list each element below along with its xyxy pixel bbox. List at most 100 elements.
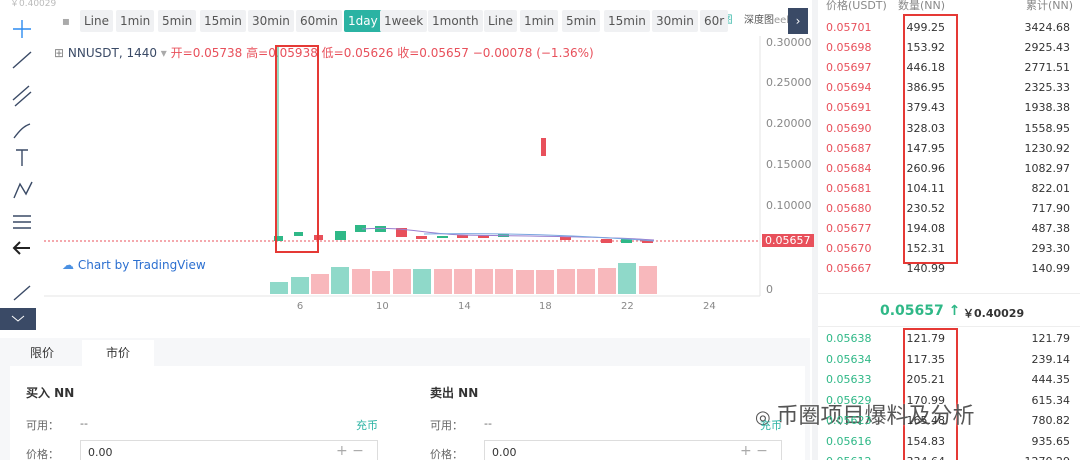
price-tick-label: 0.05657 <box>762 234 814 247</box>
credit-text[interactable]: Chart by TradingView <box>77 258 206 272</box>
stepper[interactable]: + − <box>336 443 364 459</box>
interval-button[interactable]: 30min <box>652 10 698 32</box>
ask-amount: 260.96 <box>906 161 946 175</box>
ask-total: 1558.95 <box>1024 121 1071 135</box>
ask-total: 487.38 <box>1031 222 1071 235</box>
interval-button[interactable]: 1day <box>344 10 382 32</box>
ask-price: 0.05691 <box>826 101 872 115</box>
ask-amount: 446.18 <box>906 61 946 75</box>
ask-price: 0.05680 <box>826 201 872 215</box>
ask-price: 0.05690 <box>826 121 872 135</box>
open: 开=0.05738 <box>170 46 243 60</box>
ask-total: 822.01 <box>1031 181 1071 195</box>
divider <box>812 0 818 460</box>
interval-button[interactable]: 15min <box>604 10 650 32</box>
last-price-bar: 0.05657 ↑ ￥0.40029 <box>818 293 1080 327</box>
price-label: 价格： <box>26 448 59 460</box>
price-value[interactable]: 0.00 <box>492 446 517 459</box>
interval-button[interactable]: 30min <box>248 10 294 32</box>
ask-amount: 104.11 <box>906 181 946 195</box>
time-tick-label: 6 <box>296 301 304 312</box>
interval-button[interactable]: 1min <box>116 10 155 32</box>
bid-total: 239.14 <box>1031 352 1071 366</box>
interval-button[interactable]: Line <box>484 10 518 32</box>
high: 高=0.05938 <box>246 46 318 60</box>
ask-total: 1082.97 <box>1024 161 1071 175</box>
watermark: ◎ 币圈项目爆料及分析 <box>755 404 975 429</box>
interval-button[interactable]: 60r <box>700 10 729 32</box>
interval-button[interactable]: 1min <box>520 10 559 32</box>
tradingview-credit[interactable]: ☁ Chart by TradingView <box>62 258 206 272</box>
deposit-link[interactable]: 充币 <box>760 419 782 432</box>
bid-total: 780.82 <box>1031 414 1071 427</box>
ask-amount: 328.03 <box>906 121 946 135</box>
ask-total: 293.30 <box>1031 242 1071 256</box>
bid-total: 1270.29 <box>985 455 1071 460</box>
watermark-text: 币圈项目爆料及分析 <box>776 404 975 429</box>
interval-button[interactable]: 1month <box>428 10 483 32</box>
symbol[interactable]: NNUSDT, 1440 <box>67 46 157 60</box>
faint-price: ￥0.40029 <box>10 0 57 9</box>
interval-button[interactable]: 15min <box>200 10 246 32</box>
bid-amount: 165.48 <box>906 414 946 427</box>
ask-total: 2325.33 <box>1024 81 1071 95</box>
last-price-cny: ￥0.40029 <box>963 307 1025 320</box>
last-price: 0.05657 ↑ <box>880 303 961 319</box>
time-tick-label: 14 <box>458 301 471 312</box>
column-header: 价格(USDT) <box>826 0 887 12</box>
bid-price: 0.05638 <box>826 332 872 345</box>
bid-price: 0.05633 <box>826 373 872 386</box>
ask-price: 0.05687 <box>826 141 872 155</box>
change: −0.00078 (−1.36%) <box>472 46 594 60</box>
deposit-link[interactable]: 充币 <box>356 419 378 432</box>
low: 低=0.05626 <box>321 46 394 60</box>
price-input[interactable] <box>80 440 378 460</box>
ask-price: 0.05697 <box>826 61 872 75</box>
available-label: 可用： <box>430 419 463 432</box>
interval-button[interactable]: 5min <box>562 10 601 32</box>
price-label: 价格： <box>430 448 463 460</box>
bid-price: 0.05612 <box>826 455 872 460</box>
depth-tab[interactable]: 深度图 <box>744 15 774 26</box>
menu-dot[interactable]: ▪ <box>61 14 71 28</box>
ask-price: 0.05694 <box>826 81 872 95</box>
time-tick-label: 22 <box>621 301 634 312</box>
price-input[interactable] <box>484 440 782 460</box>
available-value: -- <box>80 417 88 430</box>
interval-button[interactable]: Line <box>80 10 114 32</box>
ask-amount: 499.25 <box>906 21 946 34</box>
ask-price: 0.05684 <box>826 161 872 175</box>
highlight-box <box>903 14 958 264</box>
ask-price: 0.05677 <box>826 222 872 235</box>
ask-price: 0.05670 <box>826 242 872 256</box>
price-value[interactable]: 0.00 <box>88 446 113 459</box>
scroll-right[interactable]: › <box>788 8 808 34</box>
tab-limit[interactable]: 限价 <box>10 340 74 366</box>
price-tick-label: 0.25000 <box>766 76 812 89</box>
price-tick-label: 0.10000 <box>766 199 812 212</box>
ask-total: 2925.43 <box>1024 41 1071 55</box>
interval-button[interactable]: 60min <box>296 10 342 32</box>
overflow-label: eek <box>774 15 793 26</box>
ask-amount: 194.08 <box>906 222 946 235</box>
stepper[interactable]: + − <box>740 443 768 459</box>
ask-price: 0.05681 <box>826 181 872 195</box>
bid-amount: 154.83 <box>906 434 946 448</box>
ask-total: 2771.51 <box>1024 61 1071 75</box>
drawing-tools <box>0 8 44 333</box>
ask-amount: 379.43 <box>906 101 946 115</box>
ask-total: 3424.68 <box>1024 21 1071 34</box>
tab-market[interactable]: 市价 <box>82 340 154 366</box>
price-tick-label: 0.15000 <box>766 158 812 171</box>
bid-total: 935.65 <box>1031 434 1071 448</box>
bid-amount: 170.99 <box>906 393 946 407</box>
ask-total: 140.99 <box>1031 262 1071 276</box>
interval-button[interactable]: 1week <box>380 10 428 32</box>
chart-header: ⊞ NNUSDT, 1440 ▾ 开=0.05738 高=0.05938 低=0… <box>54 46 594 60</box>
interval-button[interactable]: 5min <box>158 10 197 32</box>
bid-amount: 334.64 <box>890 455 946 460</box>
price-tick-label: 0.20000 <box>766 117 812 130</box>
time-tick-label: 18 <box>539 301 552 312</box>
form-title: 卖出 NN <box>430 386 479 400</box>
